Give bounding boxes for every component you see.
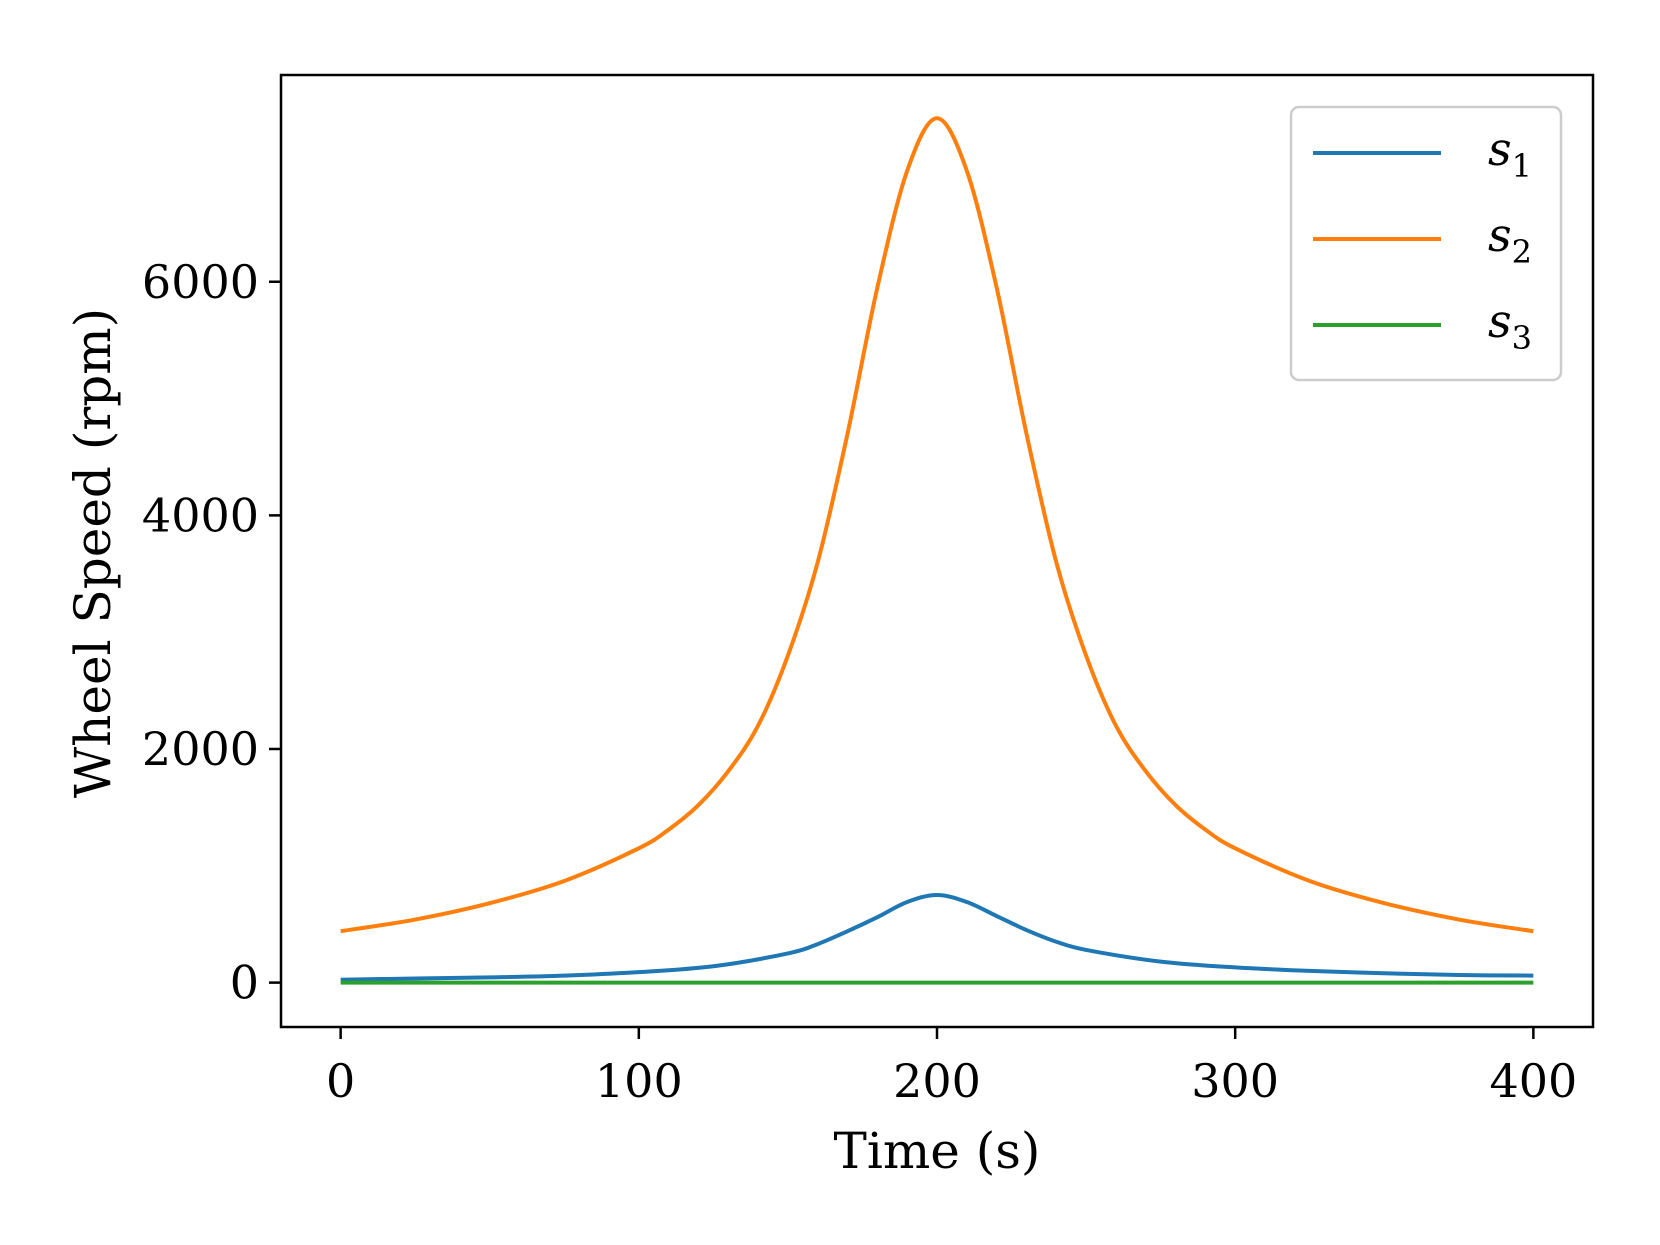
y-tick-label: 2000: [142, 722, 259, 776]
x-axis-ticks: 0 100 200 300 400: [326, 1027, 1577, 1108]
x-tick-label: 300: [1191, 1054, 1279, 1108]
series-line-s1: [340, 893, 1534, 982]
y-axis-label: Wheel Speed (rpm): [64, 308, 122, 798]
y-tick-label: 0: [230, 956, 259, 1010]
x-axis-label: Time (s): [834, 1122, 1041, 1180]
y-axis-ticks: 0 2000 4000 6000: [142, 255, 281, 1010]
x-tick-label: 400: [1489, 1054, 1577, 1108]
series-line-s2: [340, 116, 1534, 934]
y-tick-label: 4000: [142, 488, 259, 542]
y-tick-label: 6000: [142, 255, 259, 309]
x-tick-label: 100: [595, 1054, 683, 1108]
legend-box: [1289, 105, 1563, 382]
x-tick-label: 200: [893, 1054, 981, 1108]
series-lines: [340, 116, 1534, 985]
x-tick-label: 0: [326, 1054, 355, 1108]
